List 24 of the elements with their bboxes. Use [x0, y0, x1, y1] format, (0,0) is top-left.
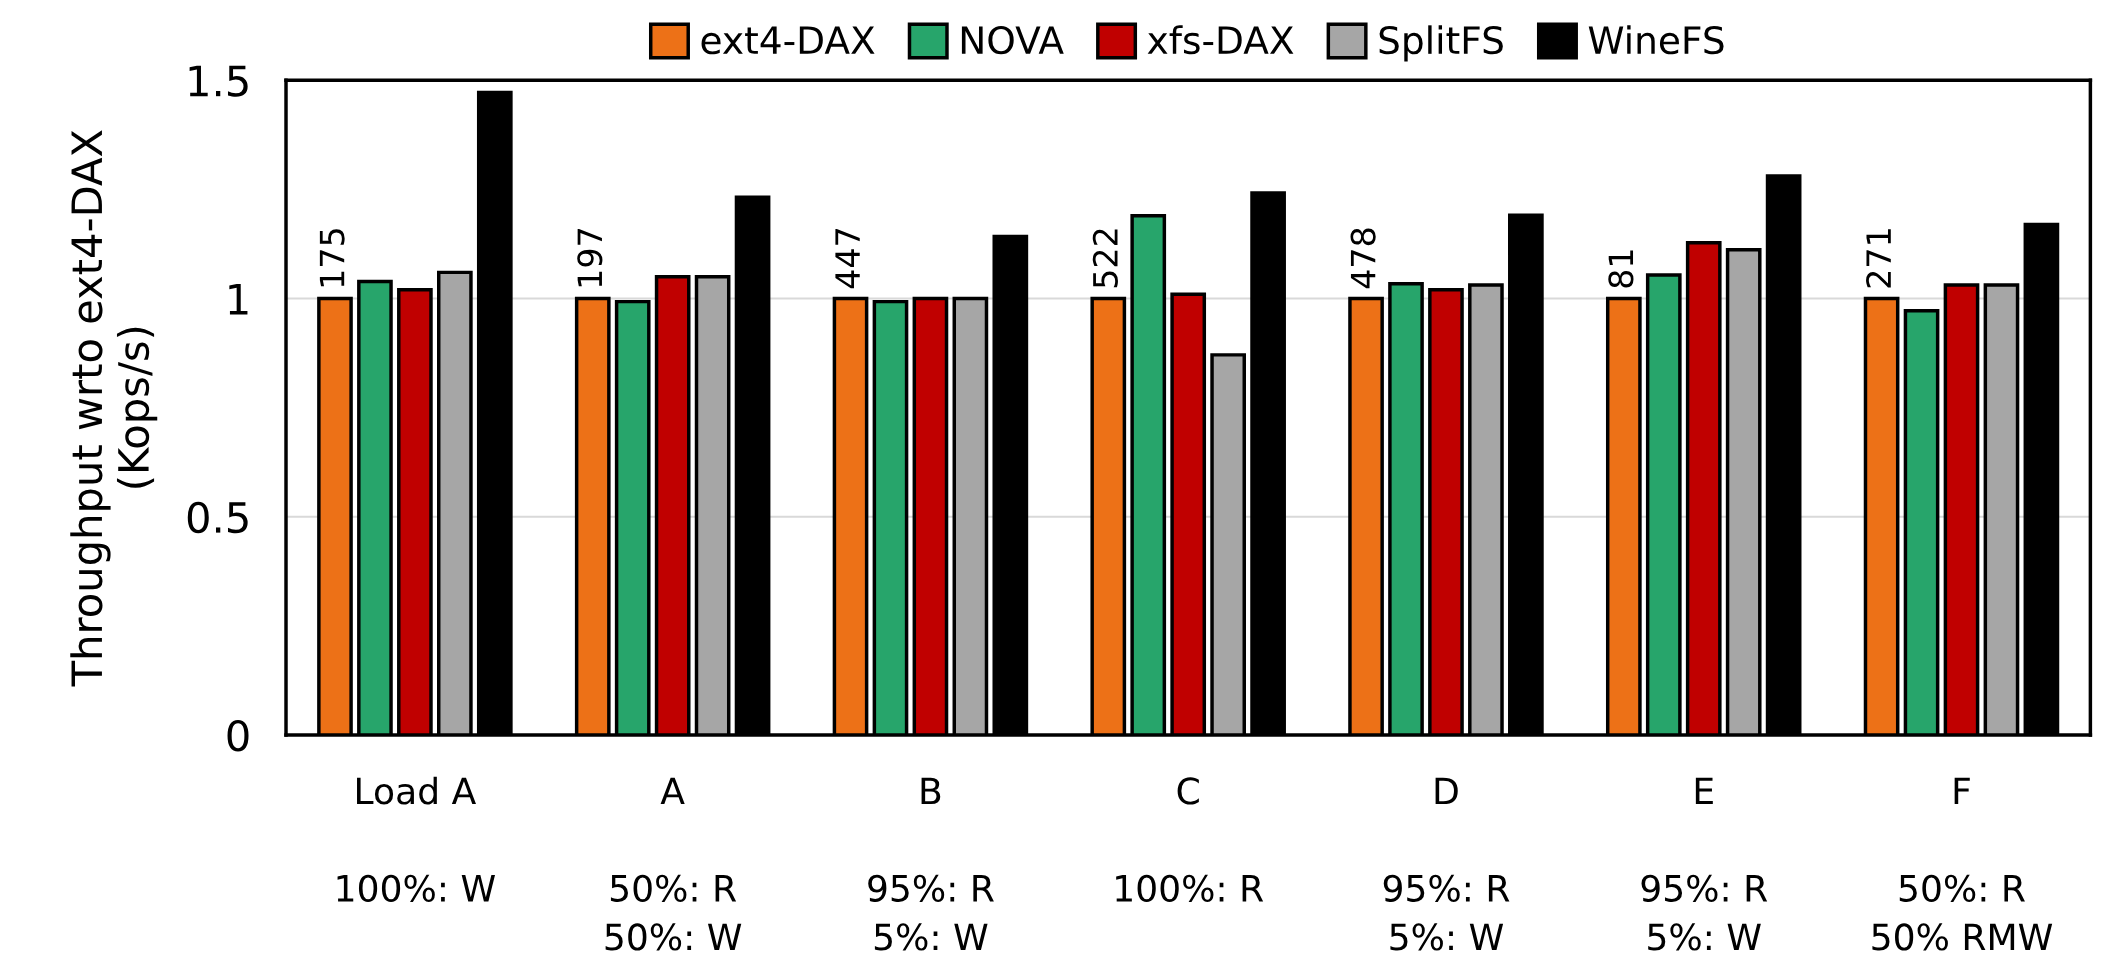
category-label: Load A 100%: W [337, 776, 496, 902]
annotation: 175 [319, 229, 345, 287]
annotation: 271 [1866, 229, 1891, 288]
category-label: E 95%: R 5%: W [1641, 777, 1768, 951]
legend-label: WineFS [1588, 25, 1724, 55]
category-label: F 50%: R 50% RMW [1872, 777, 2053, 951]
annotation: 197 [577, 229, 603, 287]
legend-label: ext4-DAX [701, 26, 875, 55]
y-tick-label: 0 [227, 719, 249, 752]
category-label: A 50%: R 50%: W [605, 777, 742, 951]
annotation: 478 [1350, 228, 1376, 289]
annotation: 81 [1608, 250, 1634, 288]
legend-label: NOVA [961, 25, 1064, 55]
category-label: B 95%: R 5%: W [868, 777, 994, 951]
category-label: D 95%: R 5%: W [1383, 777, 1510, 951]
annotation: 447 [835, 229, 860, 289]
legend-label: SplitFS [1379, 25, 1503, 62]
y-axis-title: Throughput wrto ext4-DAX (Kops/s) [70, 130, 158, 687]
annotation: 522 [1092, 229, 1118, 288]
y-tick-label: 1.5 [189, 65, 248, 97]
category-label: C 100%: R [1116, 777, 1264, 902]
y-tick-label: 1 [229, 284, 248, 315]
y-tick-label: 0.5 [187, 501, 248, 534]
legend-label: xfs-DAX [1147, 25, 1294, 55]
